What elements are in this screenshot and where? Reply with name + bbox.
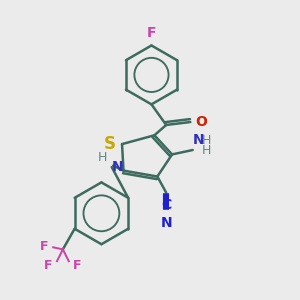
Text: H: H <box>202 144 212 158</box>
Text: N: N <box>193 133 204 147</box>
Text: S: S <box>103 135 116 153</box>
Text: F: F <box>44 259 52 272</box>
Text: N: N <box>112 160 123 174</box>
Text: O: O <box>195 115 207 129</box>
Text: F: F <box>147 26 156 40</box>
Text: F: F <box>40 240 48 253</box>
Text: H: H <box>202 134 212 147</box>
Text: N: N <box>160 216 172 230</box>
Text: H: H <box>98 151 107 164</box>
Text: F: F <box>73 259 82 272</box>
Text: C: C <box>161 198 171 212</box>
